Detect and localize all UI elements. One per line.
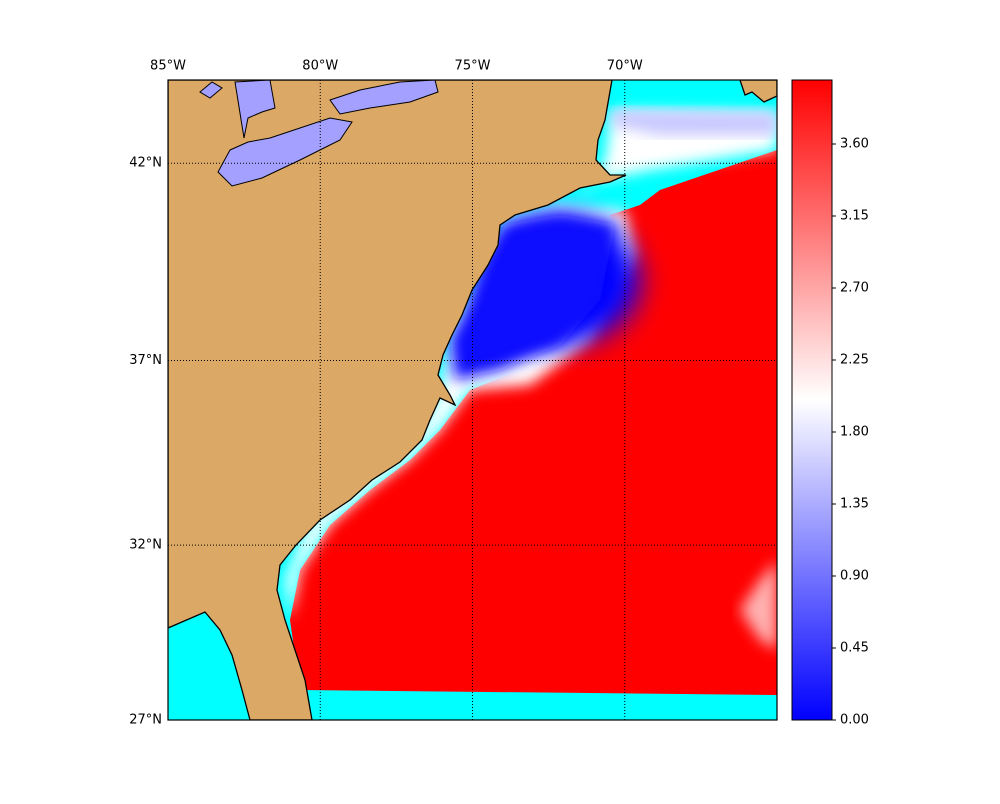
colorbar-tick-label: 3.60 [840, 137, 869, 152]
colorbar-tick-label: 1.80 [840, 425, 869, 440]
y-tick-label: 32°N [129, 538, 162, 553]
land [168, 80, 627, 720]
x-tick-label: 70°W [607, 59, 643, 74]
x-tick-label: 80°W [302, 59, 338, 74]
land-nova-scotia [739, 80, 777, 103]
field-mid [285, 110, 777, 620]
lake [217, 117, 353, 187]
x-tick-label: 75°W [455, 59, 491, 74]
lake [329, 80, 439, 115]
field-high [290, 150, 777, 695]
field-east [740, 560, 777, 650]
y-tick-label: 37°N [129, 353, 162, 368]
field-mid-north [610, 110, 777, 135]
colorbar-tick-label: 2.25 [840, 353, 869, 368]
colorbar [791, 79, 833, 721]
lake [234, 80, 276, 139]
x-tick-label: 85°W [150, 59, 186, 74]
lake [199, 81, 223, 99]
colorbar-tick-label: 3.15 [840, 209, 869, 224]
y-tick-label: 42°N [129, 156, 162, 171]
colorbar-tick-label: 0.90 [840, 569, 869, 584]
y-tick-label: 27°N [129, 713, 162, 728]
map-area [168, 80, 777, 720]
colorbar-tick-label: 1.35 [840, 497, 869, 512]
colorbar-tick-label: 2.70 [840, 281, 869, 296]
colorbar-tick-label: 0.45 [840, 641, 869, 656]
colorbar-tick-label: 0.00 [840, 713, 869, 728]
